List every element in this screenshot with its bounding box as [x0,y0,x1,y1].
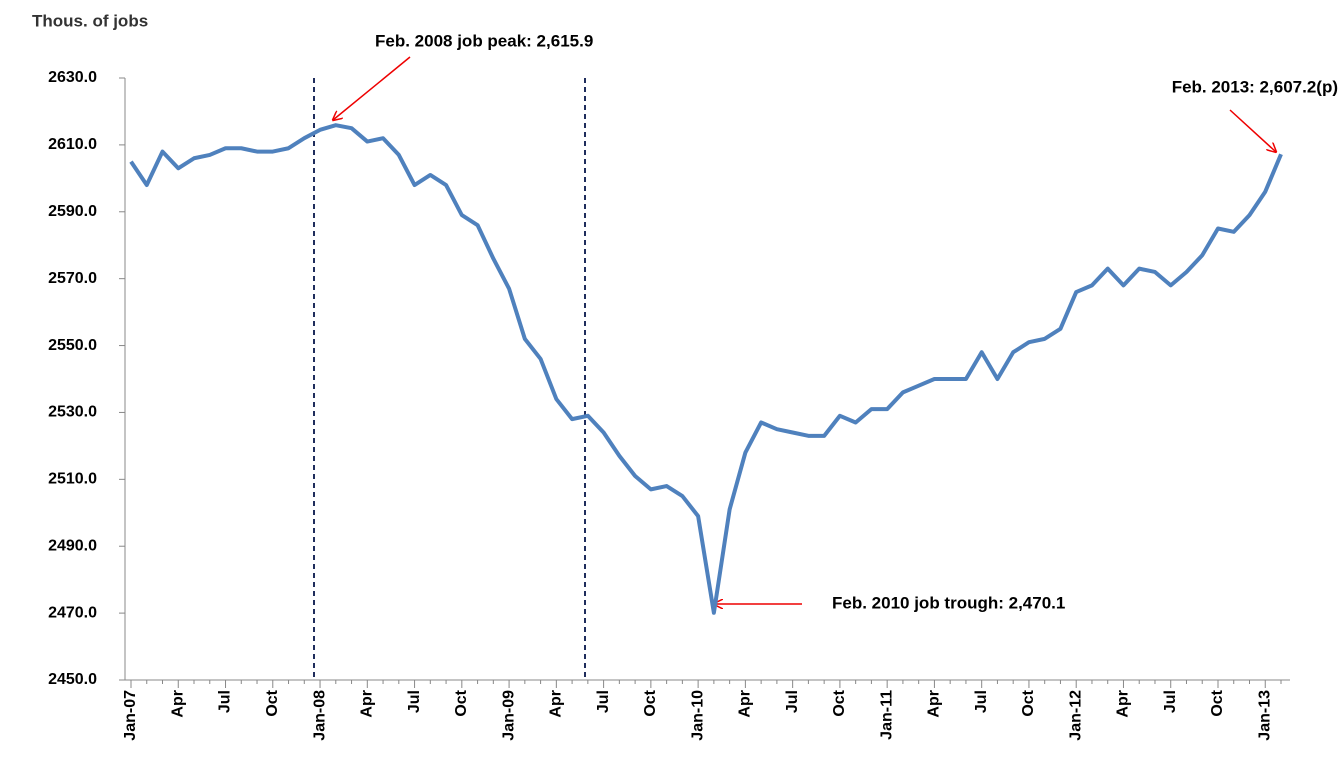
y-axis-label: Thous. of jobs [32,11,148,30]
x-tick-label: Jan-11 [878,690,895,740]
x-tick-label: Oct [831,689,848,716]
x-tick-label: Apr [737,690,754,718]
y-tick-label: 2530.0 [48,404,97,421]
x-tick-label: Apr [926,690,943,718]
x-tick-label: Jul [406,690,423,713]
y-tick-label: 2570.0 [48,270,97,287]
y-tick-label: 2470.0 [48,604,97,621]
x-tick-label: Jul [1162,690,1179,713]
annotation: Feb. 2013: 2,607.2(p) [1172,77,1338,96]
x-tick-label: Jul [784,690,801,713]
x-tick-label: Apr [169,690,186,718]
x-tick-label: Jul [595,690,612,713]
annotation: Feb. 2008 job peak: 2,615.9 [375,31,593,50]
x-tick-label: Jan-10 [689,690,706,741]
y-tick-label: 2490.0 [48,537,97,554]
x-tick-label: Jan-13 [1256,690,1273,741]
x-tick-label: Apr [359,690,376,718]
annotation: Feb. 2010 job trough: 2,470.1 [832,593,1065,612]
x-tick-label: Oct [1020,689,1037,716]
x-tick-label: Jul [217,690,234,713]
line-series [129,123,1283,615]
y-tick-label: 2450.0 [48,671,97,688]
x-tick-label: Oct [453,689,470,716]
x-tick-label: Apr [1115,690,1132,718]
x-tick-label: Oct [642,689,659,716]
x-tick-label: Jul [973,690,990,713]
y-tick-label: 2590.0 [48,203,97,220]
y-tick-label: 2510.0 [48,471,97,488]
x-tick-label: Apr [548,690,565,718]
x-tick-label: Jan-09 [500,690,517,741]
annotation-arrow [1229,109,1276,152]
x-tick-label: Jan-07 [122,690,139,741]
x-tick-label: Jan-12 [1067,690,1084,741]
x-tick-label: Jan-08 [311,690,328,741]
y-tick-label: 2550.0 [48,337,97,354]
annotation-arrow [333,56,411,120]
x-tick-label: Oct [1209,689,1226,716]
y-tick-label: 2610.0 [48,136,97,153]
y-tick-label: 2630.0 [48,69,97,86]
x-tick-label: Oct [264,689,281,716]
